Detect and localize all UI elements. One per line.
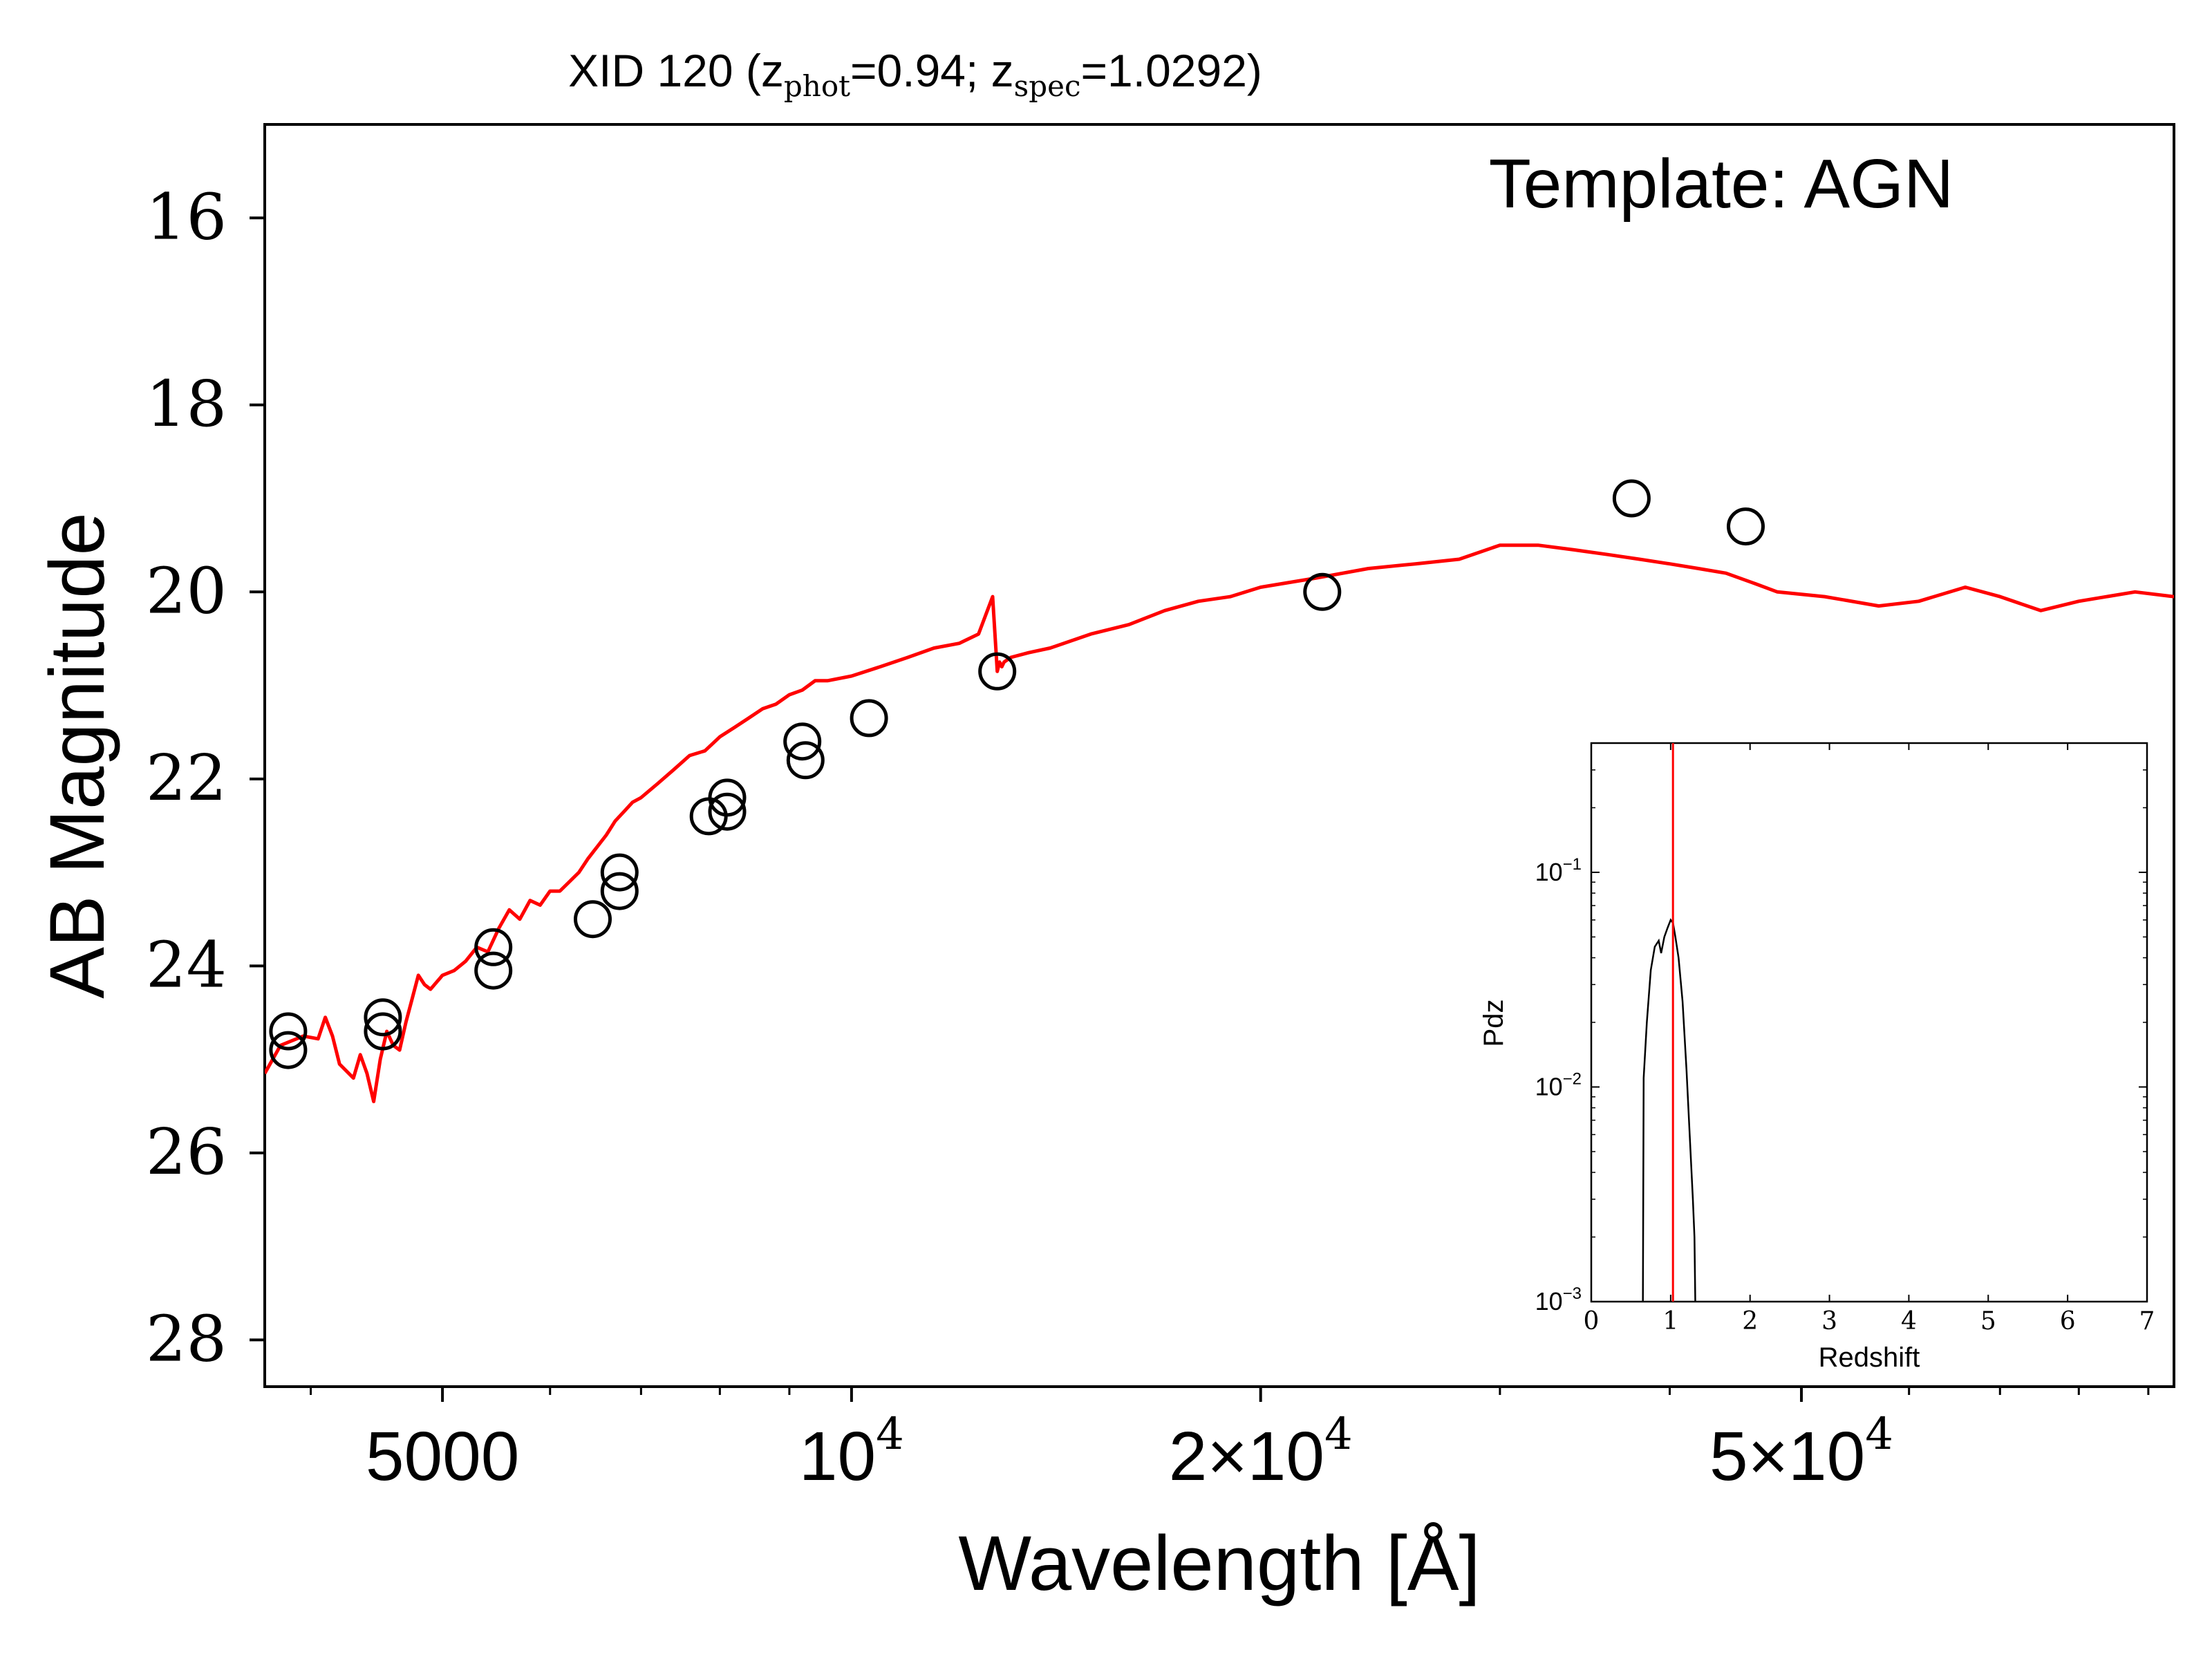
photometry-point — [474, 928, 513, 966]
y-tick-label: 24 — [146, 928, 227, 1002]
inset-series-layer — [1642, 743, 1696, 1302]
photometry-point — [364, 1012, 402, 1051]
y-tick-label: 20 — [146, 554, 227, 628]
x-axis-label: Wavelength [Å] — [958, 1520, 1480, 1606]
photometry-point — [1727, 507, 1765, 546]
photometry-point — [574, 900, 612, 939]
main-series-layer — [265, 479, 2174, 1103]
y-tick-label: 28 — [146, 1302, 227, 1376]
template-annotation: Template: AGN — [1489, 145, 1954, 223]
y-tick-label: 18 — [146, 367, 227, 441]
photometry-point — [786, 741, 825, 780]
inset-x-tick-label: 3 — [1821, 1307, 1837, 1335]
photometry-point — [474, 951, 513, 990]
y-tick-label: 16 — [146, 180, 227, 254]
chart-title: XID 120 (zphot=0.94; zspec=1.0292) — [568, 45, 1262, 103]
x-tick-label: 5×104 — [1709, 1409, 1893, 1495]
inset-y-axis-label: Pdz — [1479, 1000, 1509, 1047]
photometry-point — [364, 998, 402, 1037]
main-plot-frame — [263, 123, 2175, 1388]
y-tick-label: 22 — [146, 741, 227, 815]
inset-x-tick-label: 0 — [1584, 1307, 1600, 1335]
inset-y-tick-label: 10−2 — [1535, 1069, 1582, 1100]
photometry-point — [978, 652, 1017, 691]
y-tick-label: 26 — [146, 1115, 227, 1189]
photometry-point — [269, 1031, 308, 1069]
inset-x-tick-label: 7 — [2139, 1307, 2155, 1335]
y-axis-label: AB Magnitude — [34, 512, 120, 999]
inset-x-tick-label: 4 — [1901, 1307, 1917, 1335]
inset-x-tick-label: 5 — [1980, 1307, 1996, 1335]
agn-template-line — [265, 543, 2174, 1103]
photometry-point — [1612, 479, 1651, 518]
inset-x-axis-label: Redshift — [1819, 1342, 1920, 1373]
inset-y-tick-label: 10−3 — [1535, 1284, 1582, 1315]
inset-axis-ticks: 0 1 2 3 4 5 6 7 10−1 10−2 10−3 — [1535, 743, 2155, 1335]
photometry-point — [850, 699, 888, 738]
photometry-point — [600, 853, 639, 892]
photometry-point — [783, 722, 822, 761]
x-tick-label: 2×104 — [1169, 1409, 1353, 1495]
inset-y-tick-label: 10−1 — [1535, 855, 1582, 886]
inset-x-tick-label: 2 — [1742, 1307, 1758, 1335]
inset-x-tick-label: 1 — [1662, 1307, 1678, 1335]
x-tick-label: 5000 — [366, 1418, 519, 1495]
photometry-point — [708, 778, 747, 817]
photometry-point — [269, 1012, 308, 1051]
pdz-curve — [1642, 918, 1696, 1302]
photometry-point — [600, 872, 639, 910]
photometry-point — [708, 792, 747, 831]
inset-background — [1471, 718, 2166, 1384]
inset-x-tick-label: 6 — [2060, 1307, 2076, 1335]
photometry-point — [1303, 572, 1342, 611]
x-tick-label: 104 — [799, 1409, 904, 1495]
